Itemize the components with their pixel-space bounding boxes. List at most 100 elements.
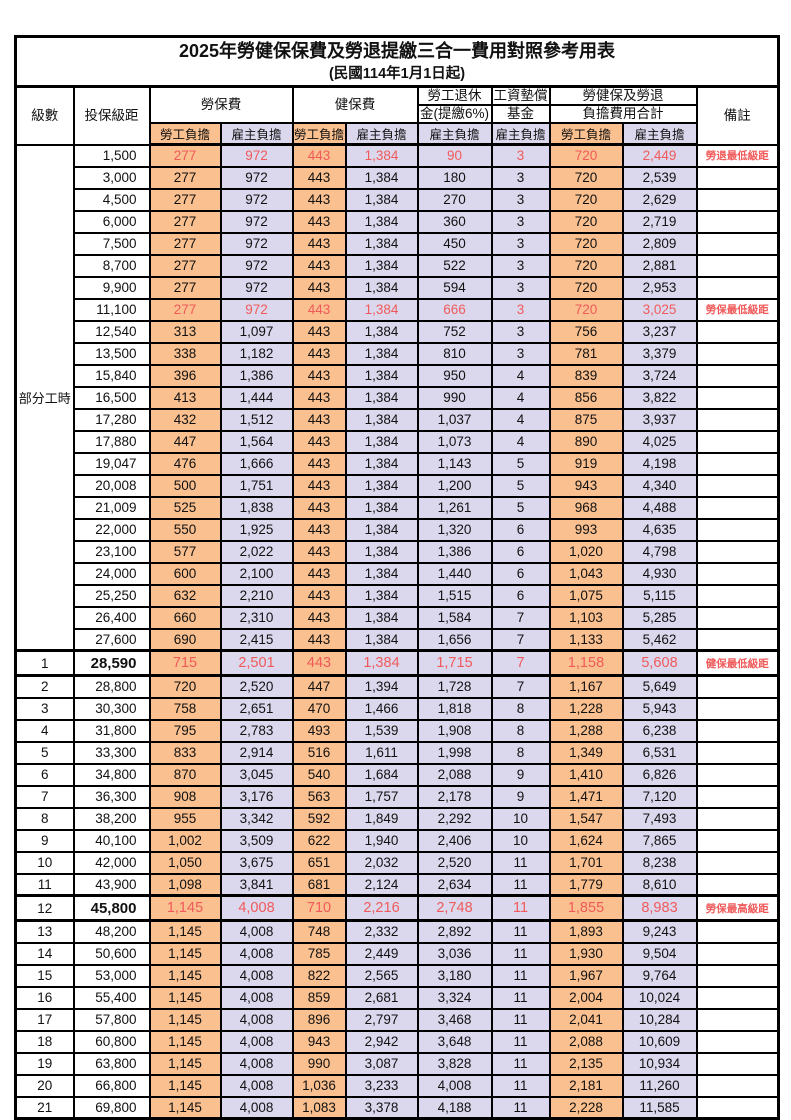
cell-pension-employer: 270 bbox=[416, 187, 493, 212]
cell-total-employer: 4,340 bbox=[621, 473, 698, 498]
table-row: 19 63,800 1,145 4,008 990 3,087 3,828 11 2,135 10… bbox=[14, 1051, 780, 1076]
cell-health-employee: 443 bbox=[291, 209, 347, 234]
cell-labor-employer: 4,008 bbox=[219, 1007, 294, 1032]
cell-health-employer: 1,384 bbox=[344, 297, 419, 322]
cell-pension-employer: 1,440 bbox=[416, 561, 493, 586]
cell-pension-employer: 2,892 bbox=[416, 919, 493, 944]
cell-total-employee: 856 bbox=[548, 385, 624, 410]
table-row: 8,700 277 972 443 1,384 522 3 720 2,881 bbox=[16, 253, 780, 278]
cell-bracket: 15,840 bbox=[72, 363, 151, 388]
cell-wage-fund-employer: 9 bbox=[490, 784, 551, 809]
cell-level: 11 bbox=[14, 872, 75, 897]
cell-total-employee: 720 bbox=[548, 275, 624, 300]
cell-bracket: 66,800 bbox=[72, 1073, 151, 1098]
cell-health-employer: 1,384 bbox=[344, 407, 419, 432]
table-row: 1 28,590 715 2,501 443 1,384 1,715 7 1,158 5,608 健… bbox=[14, 649, 780, 677]
cell-wage-fund-employer: 8 bbox=[490, 718, 551, 743]
cell-bracket: 28,590 bbox=[72, 649, 151, 677]
cell-health-employee: 443 bbox=[291, 561, 347, 586]
cell-health-employee: 443 bbox=[291, 341, 347, 366]
cell-labor-employer: 1,666 bbox=[219, 451, 294, 476]
cell-bracket: 60,800 bbox=[72, 1029, 151, 1054]
cell-wage-fund-employer: 11 bbox=[490, 1095, 551, 1120]
cell-labor-employer: 3,841 bbox=[219, 872, 294, 897]
cell-wage-fund-employer: 6 bbox=[490, 561, 551, 586]
cell-level: 5 bbox=[14, 740, 75, 765]
table-row: 19,047 476 1,666 443 1,384 1,143 5 919 4,198 bbox=[16, 451, 780, 476]
cell-remark bbox=[695, 429, 780, 454]
cell-remark bbox=[695, 941, 780, 966]
cell-health-employer: 2,942 bbox=[344, 1029, 419, 1054]
cell-total-employer: 3,937 bbox=[621, 407, 698, 432]
cell-pension-employer: 1,715 bbox=[416, 649, 493, 677]
cell-labor-employee: 277 bbox=[148, 209, 222, 234]
table-row: 26,400 660 2,310 443 1,384 1,584 7 1,103 5,285 bbox=[16, 605, 780, 630]
cell-labor-employer: 972 bbox=[219, 143, 294, 168]
table-row: 6,000 277 972 443 1,384 360 3 720 2,719 bbox=[16, 209, 780, 234]
cell-health-employee: 443 bbox=[291, 187, 347, 212]
cell-remark: 勞退最低級距 bbox=[695, 143, 780, 168]
cell-pension-employer: 1,143 bbox=[416, 451, 493, 476]
cell-health-employer: 3,378 bbox=[344, 1095, 419, 1120]
cell-wage-fund-employer: 3 bbox=[490, 187, 551, 212]
cell-remark bbox=[695, 828, 780, 853]
table-row: 3 30,300 758 2,651 470 1,466 1,818 8 1,228 5,943 bbox=[14, 696, 780, 721]
cell-wage-fund-employer: 9 bbox=[490, 762, 551, 787]
cell-wage-fund-employer: 7 bbox=[490, 605, 551, 630]
cell-health-employer: 1,384 bbox=[344, 605, 419, 630]
cell-total-employer: 4,930 bbox=[621, 561, 698, 586]
cell-remark bbox=[695, 718, 780, 743]
cell-wage-fund-employer: 3 bbox=[490, 341, 551, 366]
cell-bracket: 33,300 bbox=[72, 740, 151, 765]
cell-bracket: 6,000 bbox=[72, 209, 151, 234]
cell-total-employer: 7,865 bbox=[621, 828, 698, 853]
table-row: 8 38,200 955 3,342 592 1,849 2,292 10 1,547 7,493 bbox=[14, 806, 780, 831]
cell-labor-employer: 972 bbox=[219, 165, 294, 190]
cell-health-employer: 1,940 bbox=[344, 828, 419, 853]
cell-total-employer: 10,934 bbox=[621, 1051, 698, 1076]
cell-bracket: 28,800 bbox=[72, 674, 151, 699]
cell-labor-employer: 3,342 bbox=[219, 806, 294, 831]
table-row: 25,250 632 2,210 443 1,384 1,515 6 1,075 5,115 bbox=[16, 583, 780, 608]
cell-health-employee: 563 bbox=[291, 784, 347, 809]
cell-wage-fund-employer: 11 bbox=[490, 1007, 551, 1032]
cell-health-employer: 1,384 bbox=[344, 627, 419, 652]
cell-health-employer: 2,332 bbox=[344, 919, 419, 944]
cell-total-employer: 3,025 bbox=[621, 297, 698, 322]
cell-labor-employer: 2,210 bbox=[219, 583, 294, 608]
table-row: 16,500 413 1,444 443 1,384 990 4 856 3,822 bbox=[16, 385, 780, 410]
cell-health-employer: 1,611 bbox=[344, 740, 419, 765]
cell-level: 19 bbox=[14, 1051, 75, 1076]
cell-labor-employer: 972 bbox=[219, 297, 294, 322]
cell-labor-employer: 3,509 bbox=[219, 828, 294, 853]
cell-health-employer: 2,797 bbox=[344, 1007, 419, 1032]
cell-bracket: 16,500 bbox=[72, 385, 151, 410]
cell-labor-employee: 338 bbox=[148, 341, 222, 366]
cell-level: 12 bbox=[14, 894, 75, 922]
cell-health-employee: 990 bbox=[291, 1051, 347, 1076]
cell-total-employer: 5,943 bbox=[621, 696, 698, 721]
cell-health-employer: 1,384 bbox=[344, 275, 419, 300]
cell-health-employer: 1,384 bbox=[344, 143, 419, 168]
cell-remark bbox=[695, 985, 780, 1010]
cell-bracket: 4,500 bbox=[72, 187, 151, 212]
cell-remark: 勞保最低級距 bbox=[695, 297, 780, 322]
cell-health-employee: 592 bbox=[291, 806, 347, 831]
cell-wage-fund-employer: 3 bbox=[490, 143, 551, 168]
cell-wage-fund-employer: 11 bbox=[490, 1051, 551, 1076]
cell-labor-employee: 1,145 bbox=[148, 985, 222, 1010]
cell-health-employee: 443 bbox=[291, 627, 347, 652]
cell-health-employee: 651 bbox=[291, 850, 347, 875]
cell-level: 8 bbox=[14, 806, 75, 831]
cell-labor-employee: 1,145 bbox=[148, 941, 222, 966]
cell-health-employee: 443 bbox=[291, 451, 347, 476]
cell-labor-employer: 3,176 bbox=[219, 784, 294, 809]
cell-health-employee: 443 bbox=[291, 605, 347, 630]
cell-labor-employer: 972 bbox=[219, 187, 294, 212]
table-row: 11 43,900 1,098 3,841 681 2,124 2,634 11 1,779 8,… bbox=[14, 872, 780, 897]
cell-pension-employer: 1,908 bbox=[416, 718, 493, 743]
cell-level: 17 bbox=[14, 1007, 75, 1032]
cell-total-employee: 1,288 bbox=[548, 718, 624, 743]
cell-total-employee: 1,930 bbox=[548, 941, 624, 966]
cell-labor-employer: 1,512 bbox=[219, 407, 294, 432]
